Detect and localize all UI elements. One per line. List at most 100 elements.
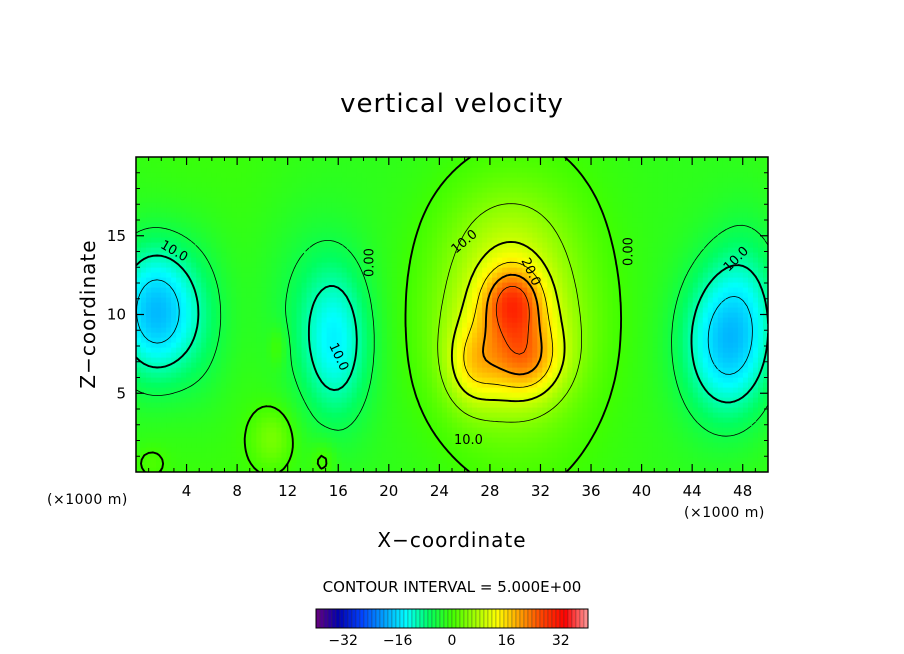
field-cell <box>627 282 634 288</box>
field-cell <box>156 327 162 333</box>
field-cell <box>341 342 348 348</box>
field-cell <box>246 467 252 472</box>
field-cell <box>592 452 599 458</box>
field-cell <box>717 352 724 358</box>
field-cell <box>356 457 363 463</box>
field-cell <box>431 342 438 348</box>
field-cell <box>386 312 393 318</box>
field-cell <box>146 402 152 408</box>
field-cell <box>341 377 348 383</box>
field-cell <box>236 342 242 348</box>
field-cell <box>457 342 463 348</box>
field-cell <box>717 337 724 343</box>
field-cell <box>752 387 759 393</box>
field-cell <box>221 397 227 403</box>
field-cell <box>146 292 152 298</box>
field-cell <box>241 307 247 313</box>
field-cell <box>186 437 192 443</box>
field-cell <box>662 457 669 463</box>
field-cell <box>151 412 157 418</box>
field-cell <box>376 467 383 472</box>
field-cell <box>301 452 308 458</box>
field-cell <box>647 427 654 433</box>
field-cell <box>316 332 323 338</box>
field-cell <box>226 332 232 338</box>
field-cell <box>502 442 508 448</box>
field-cell <box>477 462 483 468</box>
field-cell <box>176 347 182 353</box>
field-cell <box>321 352 328 358</box>
field-cell <box>702 367 709 373</box>
field-cell <box>426 327 433 333</box>
field-cell <box>747 352 754 358</box>
field-cell <box>396 272 403 278</box>
field-cell <box>166 432 172 438</box>
field-cell <box>617 412 624 418</box>
field-cell <box>171 422 177 428</box>
field-cell <box>321 387 328 393</box>
field-cell <box>542 337 548 343</box>
field-cell <box>507 457 513 463</box>
field-cell <box>682 442 689 448</box>
field-cell <box>677 437 684 443</box>
field-cell <box>487 362 493 368</box>
field-cell <box>216 402 222 408</box>
field-cell <box>667 372 674 378</box>
field-cell <box>722 322 729 328</box>
field-cell <box>371 317 378 323</box>
field-cell <box>401 452 408 458</box>
field-cell <box>321 277 328 283</box>
field-cell <box>622 407 629 413</box>
field-cell <box>662 352 669 358</box>
field-cell <box>436 442 443 448</box>
field-cell <box>492 342 498 348</box>
field-cell <box>191 402 197 408</box>
field-cell <box>572 402 578 408</box>
field-cell <box>336 282 343 288</box>
field-cell <box>206 457 212 463</box>
field-cell <box>612 452 619 458</box>
field-cell <box>381 277 388 283</box>
field-cell <box>336 272 343 278</box>
field-cell <box>487 322 493 328</box>
field-cell <box>206 447 212 453</box>
field-cell <box>286 362 293 368</box>
field-cell <box>727 417 734 423</box>
field-cell <box>446 407 453 413</box>
field-cell <box>186 327 192 333</box>
field-cell <box>522 467 528 472</box>
field-cell <box>757 287 764 293</box>
field-cell <box>517 417 523 423</box>
field-cell <box>211 412 217 418</box>
field-cell <box>221 322 227 328</box>
field-cell <box>146 287 152 293</box>
field-cell <box>717 452 724 458</box>
field-cell <box>391 452 398 458</box>
field-cell <box>527 367 533 373</box>
field-cell <box>587 407 594 413</box>
field-cell <box>472 327 478 333</box>
field-cell <box>366 457 373 463</box>
field-cell <box>512 297 518 303</box>
field-cell <box>722 287 729 293</box>
field-cell <box>617 402 624 408</box>
field-cell <box>446 292 453 298</box>
field-cell <box>602 307 609 313</box>
field-cell <box>482 407 488 413</box>
field-cell <box>532 437 538 443</box>
field-cell <box>441 452 448 458</box>
field-cell <box>547 302 553 308</box>
field-cell <box>201 447 207 453</box>
field-cell <box>587 457 594 463</box>
field-cell <box>176 287 182 293</box>
field-cell <box>171 462 177 468</box>
field-cell <box>261 432 268 438</box>
field-cell <box>256 412 262 418</box>
field-cell <box>732 307 739 313</box>
field-cell <box>386 352 393 358</box>
field-cell <box>271 392 278 398</box>
field-cell <box>452 277 458 283</box>
field-cell <box>627 452 634 458</box>
field-cell <box>607 417 614 423</box>
field-cell <box>692 417 699 423</box>
